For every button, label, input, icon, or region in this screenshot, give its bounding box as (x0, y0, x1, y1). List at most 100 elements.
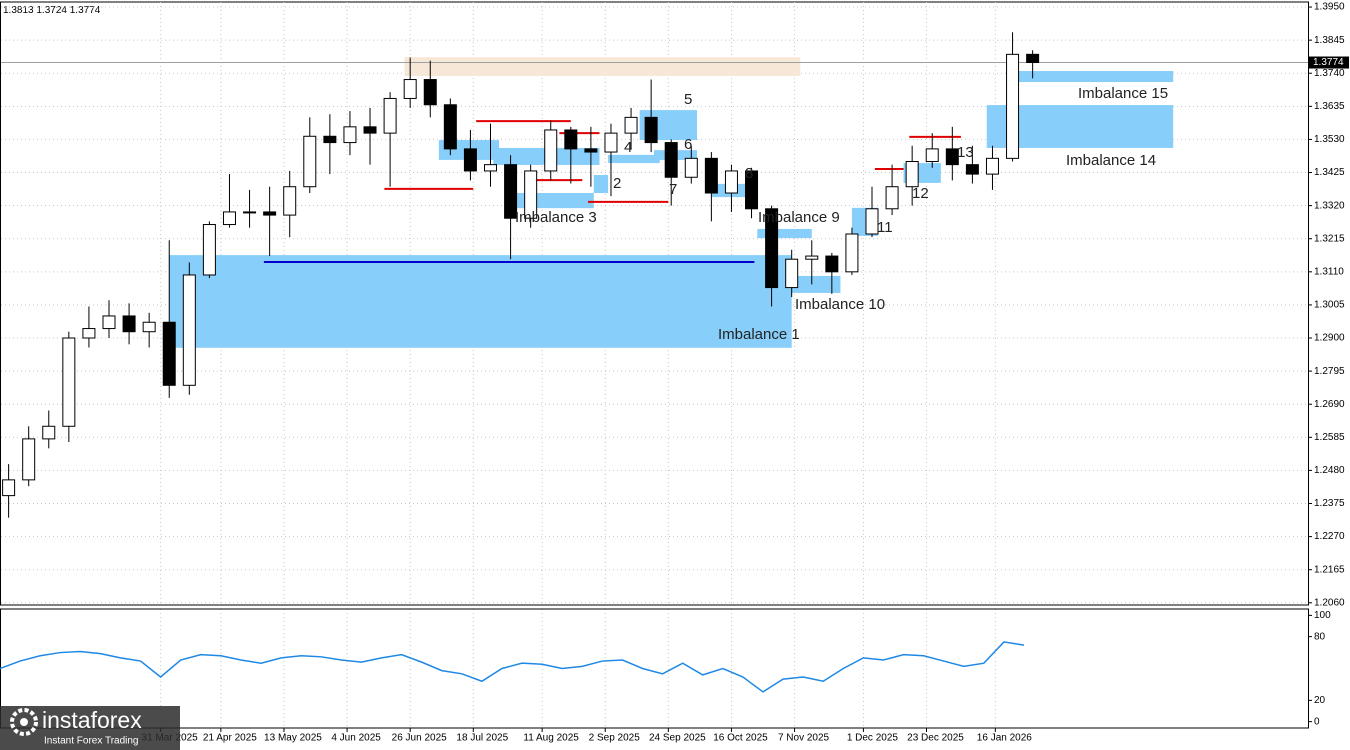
y-tick-label: 80 (1314, 631, 1326, 642)
pane-frame (0, 1, 1309, 606)
imbalance-zone (1006, 71, 1174, 83)
x-tick-label: 11 Aug 2025 (523, 733, 579, 744)
oscillator-line (0, 641, 1025, 693)
candle-body (62, 337, 76, 427)
candle-body (122, 315, 136, 333)
candle-body (564, 129, 578, 150)
watermark-brand: instaforex (42, 707, 142, 733)
candle-body (202, 224, 216, 276)
candle-body (403, 79, 417, 99)
y-tick-label: 1.3740 (1314, 68, 1345, 79)
annotation: 6 (684, 136, 692, 153)
x-tick-label: 16 Oct 2025 (713, 733, 768, 744)
annotation: 2 (613, 175, 621, 192)
candle-body (925, 148, 939, 162)
y-tick-label: 1.3215 (1314, 233, 1345, 244)
candle-body (624, 116, 638, 134)
candle-body (82, 328, 96, 339)
watermark: instaforex Instant Forex Trading (0, 706, 180, 750)
y-tick-label: 1.2585 (1314, 432, 1345, 443)
header-close: 1.3774 (70, 5, 101, 16)
candle-body (865, 208, 879, 235)
x-tick-label: 13 May 2025 (264, 733, 322, 744)
x-tick-label: 26 Jun 2025 (392, 733, 447, 744)
current-price-label: 1.3774 (1313, 57, 1344, 68)
candle-body (945, 148, 959, 166)
candle-body (303, 135, 317, 188)
x-tick-label: 21 Apr 2025 (203, 733, 257, 744)
candle-body (524, 170, 538, 219)
annotation: 12 (912, 185, 929, 202)
candle-body (785, 258, 799, 289)
candle-body (684, 157, 698, 178)
candle-body (484, 164, 497, 172)
x-tick-label: 1 Dec 2025 (847, 733, 899, 744)
x-tick-label: 24 Sep 2025 (649, 733, 706, 744)
x-tick-label: 7 Nov 2025 (778, 733, 830, 744)
imbalance-zone (507, 193, 594, 209)
current-price-box (1309, 56, 1349, 69)
candle-body (323, 135, 337, 144)
annotation: 4 (624, 139, 632, 156)
imbalance-zone (404, 57, 801, 77)
y-tick-label: 1.3005 (1314, 300, 1345, 311)
annotation: Imbalance 14 (1066, 152, 1156, 169)
candle-body (765, 208, 779, 289)
candle-body (383, 97, 397, 134)
annotation: Imbalance 15 (1078, 85, 1168, 102)
candle-body (222, 211, 236, 226)
candle-body (243, 211, 257, 214)
annotation: Imbalance 3 (515, 209, 597, 226)
y-tick-label: 1.2795 (1314, 366, 1345, 377)
candle-body (463, 148, 477, 172)
annotation: 5 (684, 91, 692, 108)
watermark-tagline: Instant Forex Trading (44, 736, 139, 747)
x-tick-label: 18 Jul 2025 (456, 733, 508, 744)
annotation: 13 (957, 144, 974, 161)
imbalance-zone (757, 228, 812, 239)
candle-body (2, 479, 16, 497)
watermark-icon (20, 718, 28, 726)
candle-body (182, 274, 196, 386)
candle-body (885, 186, 899, 210)
annotation: 8 (745, 165, 753, 182)
y-tick-label: 1.2270 (1314, 531, 1345, 542)
candle-body (42, 425, 56, 440)
y-tick-label: 1.2690 (1314, 399, 1345, 410)
y-tick-label: 1.2165 (1314, 564, 1345, 575)
y-tick-label: 1.2375 (1314, 498, 1345, 509)
candle-body (22, 438, 36, 481)
candle-body (704, 157, 718, 194)
candle-body (825, 255, 839, 273)
candle-body (644, 116, 658, 144)
candle-body (544, 129, 558, 172)
x-tick-label: 23 Dec 2025 (907, 733, 964, 744)
y-tick-label: 1.3530 (1314, 134, 1345, 145)
x-tick-label: 16 Jan 2026 (977, 733, 1032, 744)
candle-body (965, 164, 979, 175)
y-tick-label: 1.3635 (1314, 101, 1345, 112)
candle-body (443, 104, 457, 150)
candle-body (664, 142, 678, 178)
imbalance-zone (608, 154, 660, 164)
y-tick-label: 1.2060 (1314, 597, 1345, 608)
annotation: Imbalance 9 (758, 209, 840, 226)
candle-body (1006, 53, 1020, 159)
candle-body (423, 79, 437, 106)
candle-body (142, 321, 156, 333)
annotations: Imbalance 1 2 Imbalance 3 4 5 6 7 8 Imba… (515, 85, 1168, 343)
candle-body (985, 157, 999, 175)
y-tick-label: 1.3110 (1314, 266, 1344, 277)
y-tick-label: 1.3320 (1314, 200, 1345, 211)
annotation: Imbalance 1 (718, 326, 800, 343)
x-tick-label: 4 Jun 2025 (331, 733, 381, 744)
candle-body (584, 148, 598, 153)
candle-body (845, 233, 859, 273)
annotation: Imbalance 10 (795, 296, 885, 313)
candle-body (745, 170, 759, 210)
candle-body (724, 170, 738, 194)
candle-body (263, 211, 277, 216)
candle-body (604, 132, 618, 153)
candle-body (905, 160, 919, 188)
